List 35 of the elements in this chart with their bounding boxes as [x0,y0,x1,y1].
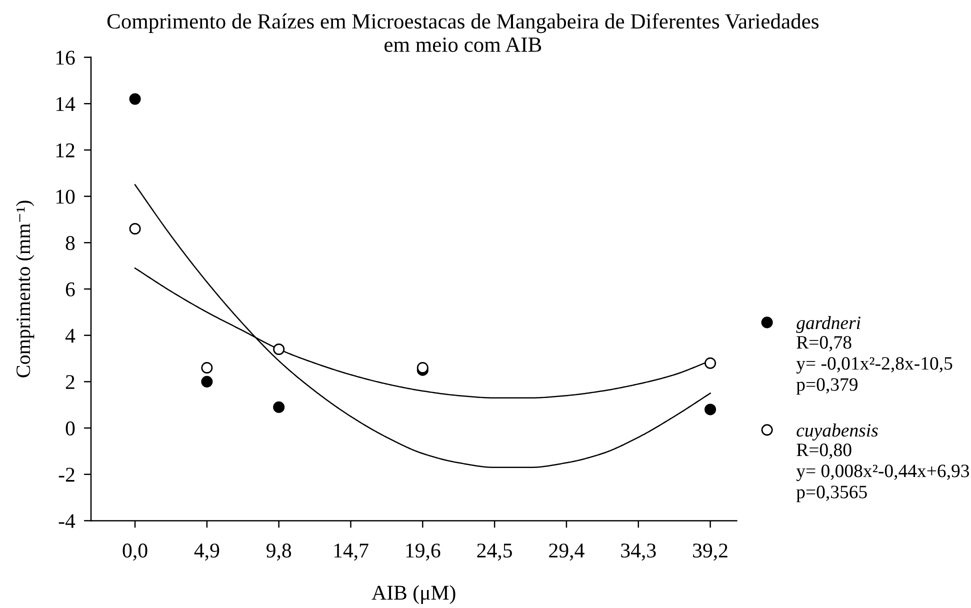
point [273,343,285,356]
x-tick-label: 34,3 [621,544,656,561]
text: R=0,78 y= -0,01x²-2,8x-10,5 p=0,379 [796,336,952,395]
x-axis-title: AIB (μM) [372,585,456,604]
point [704,357,716,369]
y-tick-label: 10 [56,190,75,204]
point [201,376,213,388]
y-axis-title: Comprimento (mm⁻¹) [16,200,34,378]
y-tick-label: 14 [56,97,76,111]
legend-label: gardneri [796,316,860,333]
x-tick-label: 19,6 [406,544,440,561]
point [704,404,716,416]
x-tick-label: 24,5 [477,544,512,561]
y-tick-label: 4 [65,328,76,343]
y-tick-label: -2 [58,468,74,482]
y-tick-label: 16 [56,50,75,65]
x-tick-label: 0,0 [122,544,148,561]
y-tick-label: 6 [66,282,75,296]
point [201,362,213,374]
y-tick-label: 2 [66,375,74,389]
y-tick-label: 8 [66,236,75,250]
text: R=0,80 y= 0,008x²-0,44x+6,93 p=0,3565 [796,444,970,502]
y-tick-label: 0 [66,421,75,436]
x-tick-label: 14,7 [334,544,368,561]
x-tick-label: 39,2 [693,544,728,561]
chart-title: Comprimento de Raízes em Microestacas de Mangabeira de Diferentes Variedades em meio com AIB [107,13,818,52]
point [129,93,141,105]
legend-label: cuyabensis [796,423,878,441]
x-tick-label: 29,4 [549,544,584,561]
x-tick-label: 4,9 [194,544,220,561]
x-tick-label: 9,8 [266,544,292,561]
point [129,222,141,235]
y-tick-label: -4 [58,514,76,528]
point [273,401,285,413]
y-tick-label: 12 [56,143,74,158]
